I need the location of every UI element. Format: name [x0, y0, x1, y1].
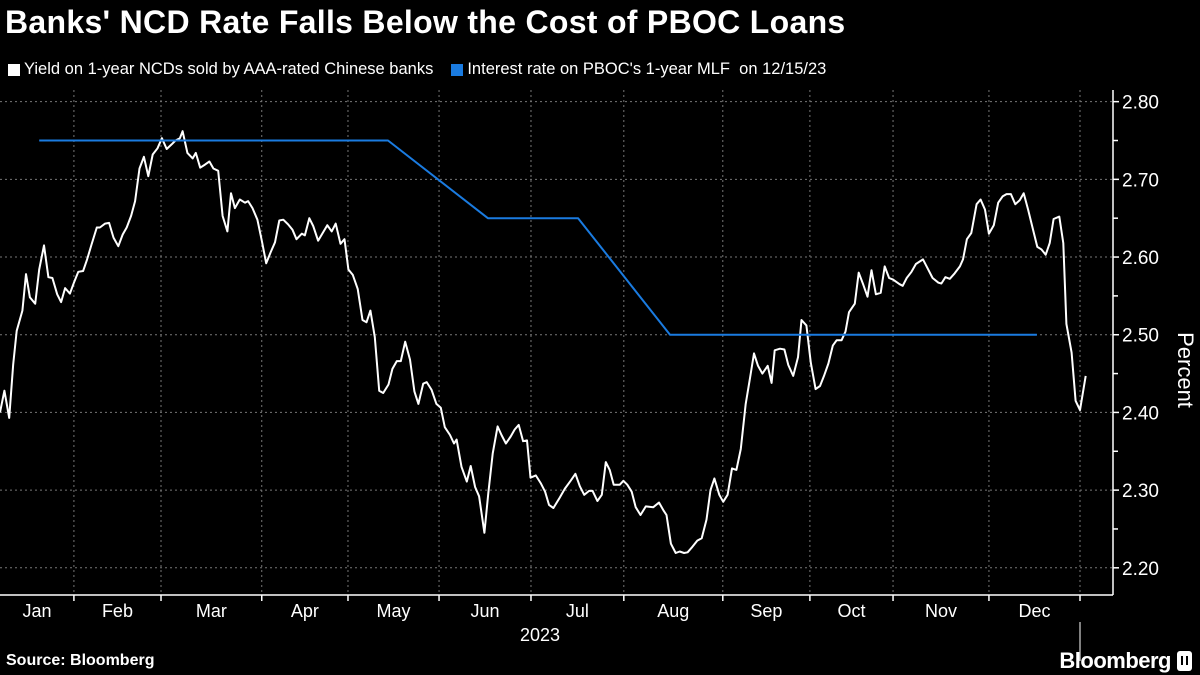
- y-tick-label: 2.70: [1122, 170, 1159, 191]
- legend-item-mlf: Interest rate on PBOC's 1-year MLF on 12…: [451, 60, 826, 79]
- logo-text: Bloomberg: [1059, 648, 1171, 673]
- y-tick-label: 2.30: [1122, 481, 1159, 502]
- x-month-label: Aug: [657, 601, 689, 621]
- x-month-label: Jun: [470, 601, 499, 621]
- gridlines: [0, 90, 1113, 595]
- x-month-label: Sep: [750, 601, 782, 621]
- y-tick-label: 2.60: [1122, 248, 1159, 269]
- legend-label-ncd: Yield on 1-year NCDs sold by AAA-rated C…: [24, 60, 434, 78]
- x-month-label: Apr: [291, 601, 319, 621]
- x-month-label: Dec: [1018, 601, 1050, 621]
- mlf-rate-line: [39, 139, 1037, 336]
- legend-swatch-mlf: [451, 63, 464, 76]
- x-month-label: Nov: [925, 601, 957, 621]
- legend-item-ncd: Yield on 1-year NCDs sold by AAA-rated C…: [8, 60, 433, 79]
- legend-label-mlf: Interest rate on PBOC's 1-year MLF on 12…: [467, 60, 827, 78]
- ncd-yield-line: [0, 130, 1087, 554]
- y-tick-label: 2.50: [1122, 326, 1159, 347]
- x-month-label: May: [377, 601, 411, 621]
- y-axis-label: Percent: [1173, 332, 1198, 408]
- x-month-label: Mar: [196, 601, 227, 621]
- x-month-label: Feb: [102, 601, 133, 621]
- axes: 2.20 2.30 2.40 2.50 2.60 2.70 2.80 Jan Feb Mar Apr…: [0, 90, 1159, 661]
- x-month-label: Jan: [22, 601, 51, 621]
- y-tick-label: 2.20: [1122, 559, 1159, 580]
- legend: Yield on 1-year NCDs sold by AAA-rated C…: [8, 60, 826, 79]
- y-tick-label: 2.40: [1122, 403, 1159, 424]
- x-axis-year-label: 2023: [520, 625, 560, 645]
- source-note: Source: Bloomberg: [6, 652, 155, 669]
- chart-title: Banks' NCD Rate Falls Below the Cost of …: [5, 4, 846, 40]
- series: [0, 130, 1087, 554]
- y-tick-label: 2.80: [1122, 93, 1159, 114]
- bloomberg-logo: Bloomberg: [1059, 648, 1192, 674]
- x-month-label: Oct: [837, 601, 865, 621]
- x-month-label: Jul: [566, 601, 589, 621]
- legend-swatch-ncd: [8, 63, 20, 76]
- bloomberg-chart-icon: [1177, 651, 1192, 671]
